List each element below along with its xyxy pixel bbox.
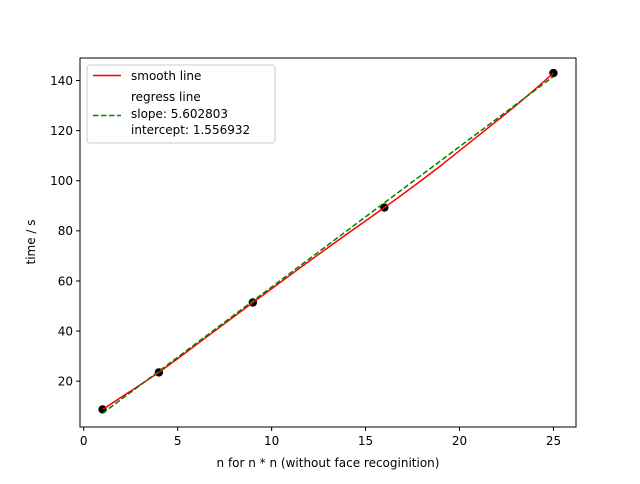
smooth-line (102, 72, 554, 411)
x-tick-label: 10 (264, 434, 279, 448)
legend-label-regress-line: regress line (131, 90, 201, 104)
x-tick-label: 5 (174, 434, 182, 448)
y-axis-label: time / s (24, 219, 38, 264)
legend-label-intercept: intercept: 1.556932 (131, 123, 250, 137)
y-tick-label: 120 (50, 124, 73, 138)
legend-box (86, 64, 276, 144)
y-tick-label: 60 (58, 274, 73, 288)
regress-line (102, 75, 554, 414)
y-axis-ticks: 20 40 60 80 100 120 140 (50, 74, 80, 388)
y-tick-label: 20 (58, 374, 73, 388)
x-axis-ticks: 0 5 10 15 20 25 (80, 427, 561, 448)
x-tick-label: 0 (80, 434, 88, 448)
legend-label-slope: slope: 5.602803 (131, 107, 228, 121)
x-axis-label: n for n * n (without face recoginition) (217, 456, 440, 470)
y-tick-label: 140 (50, 74, 73, 88)
y-tick-label: 40 (58, 324, 73, 338)
x-tick-label: 25 (546, 434, 561, 448)
x-tick-label: 20 (452, 434, 467, 448)
axes-frame (79, 57, 577, 428)
plot-marks (98, 68, 558, 414)
x-tick-label: 15 (358, 434, 373, 448)
y-tick-label: 80 (58, 224, 73, 238)
legend: smooth line regress line slope: 5.602803… (86, 64, 276, 144)
legend-label-smooth-line: smooth line (131, 69, 201, 83)
y-tick-label: 100 (50, 174, 73, 188)
